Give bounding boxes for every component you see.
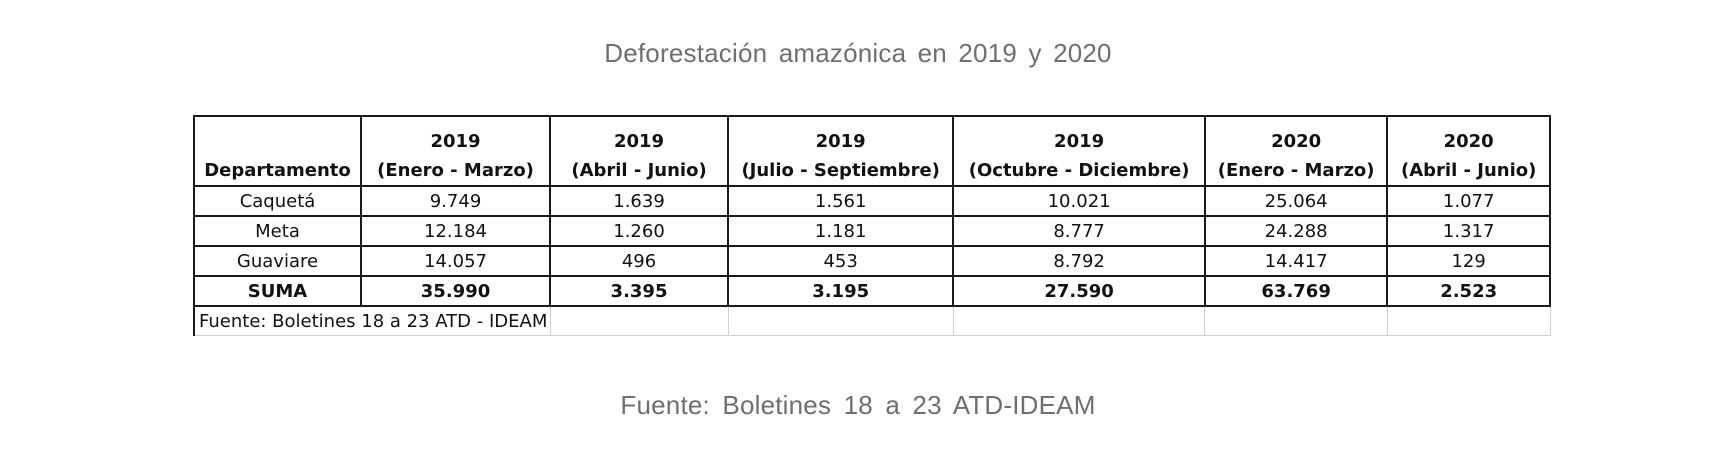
table-cell: 496: [549, 245, 730, 277]
header-year: 2019: [430, 131, 481, 152]
header-period: (Abril - Junio): [1400, 160, 1537, 181]
table-cell: 2.523: [1386, 275, 1551, 307]
table-note: Fuente: Boletines 18 a 23 ATD - IDEAM: [192, 305, 547, 336]
empty-cell: [727, 305, 954, 336]
empty-cell: [550, 305, 729, 336]
table-row-caqueta: Caquetá 9.749 1.639 1.561 10.021 25.064 …: [192, 185, 1551, 217]
table-cell: 1.181: [727, 215, 955, 247]
empty-cell: [361, 305, 551, 336]
table-cell: 10.021: [952, 185, 1206, 217]
table-cell: 1.561: [727, 185, 955, 217]
table-cell: 1.077: [1386, 185, 1551, 217]
table-cell: 35.990: [360, 275, 552, 307]
row-label: Caquetá: [192, 185, 363, 217]
header-period: (Julio - Septiembre): [741, 160, 940, 181]
header-period: (Enero - Marzo): [1217, 160, 1375, 181]
header-year: 2020: [1271, 131, 1322, 152]
table-row-guaviare: Guaviare 14.057 496 453 8.792 14.417 129: [192, 245, 1551, 277]
deforestation-table: Departamento 2019 (Enero - Marzo) 2019 (Ab…: [192, 115, 1551, 336]
row-label: Guaviare: [192, 245, 363, 277]
table-cell: 1.317: [1386, 215, 1551, 247]
header-col-3: 2019 (Julio - Septiembre): [727, 115, 955, 187]
table-note-row: Fuente: Boletines 18 a 23 ATD - IDEAM: [192, 305, 1551, 336]
table-cell: 25.064: [1203, 185, 1389, 217]
header-year: 2019: [815, 131, 866, 152]
header-year: 2020: [1443, 131, 1494, 152]
table-cell: 453: [727, 245, 955, 277]
header-col-6: 2020 (Abril - Junio): [1386, 115, 1551, 187]
header-period: (Octubre - Diciembre): [968, 160, 1190, 181]
table-cell: 8.792: [952, 245, 1206, 277]
empty-cell: [1386, 305, 1551, 336]
header-period: (Enero - Marzo): [377, 160, 534, 181]
table-cell: 129: [1386, 245, 1551, 277]
table-row-suma: SUMA 35.990 3.395 3.195 27.590 63.769 2.…: [192, 275, 1551, 307]
table-cell: 3.195: [727, 275, 955, 307]
header-col-2: 2019 (Abril - Junio): [549, 115, 730, 187]
empty-cell: [1204, 305, 1388, 336]
table-cell: 9.749: [360, 185, 552, 217]
table-cell: 1.639: [549, 185, 730, 217]
table-cell: 1.260: [549, 215, 730, 247]
row-label: SUMA: [192, 275, 363, 307]
table-cell: 63.769: [1203, 275, 1389, 307]
header-row: Departamento 2019 (Enero - Marzo) 2019 (Ab…: [192, 115, 1551, 187]
header-col-1: 2019 (Enero - Marzo): [360, 115, 552, 187]
chart-title: Deforestación amazónica en 2019 y 2020: [604, 38, 1112, 68]
table-cell: 14.057: [360, 245, 552, 277]
header-departamento: Departamento: [192, 115, 363, 187]
header-col-4: 2019 (Octubre - Diciembre): [952, 115, 1206, 187]
empty-cell: [952, 305, 1206, 336]
table-cell: 24.288: [1203, 215, 1389, 247]
header-year: 2019: [613, 131, 665, 152]
header-period: (Abril - Junio): [571, 160, 707, 181]
table-row-meta: Meta 12.184 1.260 1.181 8.777 24.288 1.3…: [192, 215, 1551, 247]
table-cell: 14.417: [1203, 245, 1389, 277]
table-cell: 8.777: [952, 215, 1206, 247]
header-col-5: 2020 (Enero - Marzo): [1203, 115, 1389, 187]
source-caption: Fuente: Boletines 18 a 23 ATD-IDEAM: [620, 390, 1096, 420]
header-year: 2019: [1054, 131, 1105, 152]
table-cell: 12.184: [360, 215, 552, 247]
table-cell: 27.590: [952, 275, 1206, 307]
row-label: Meta: [192, 215, 363, 247]
table-cell: 3.395: [549, 275, 730, 307]
